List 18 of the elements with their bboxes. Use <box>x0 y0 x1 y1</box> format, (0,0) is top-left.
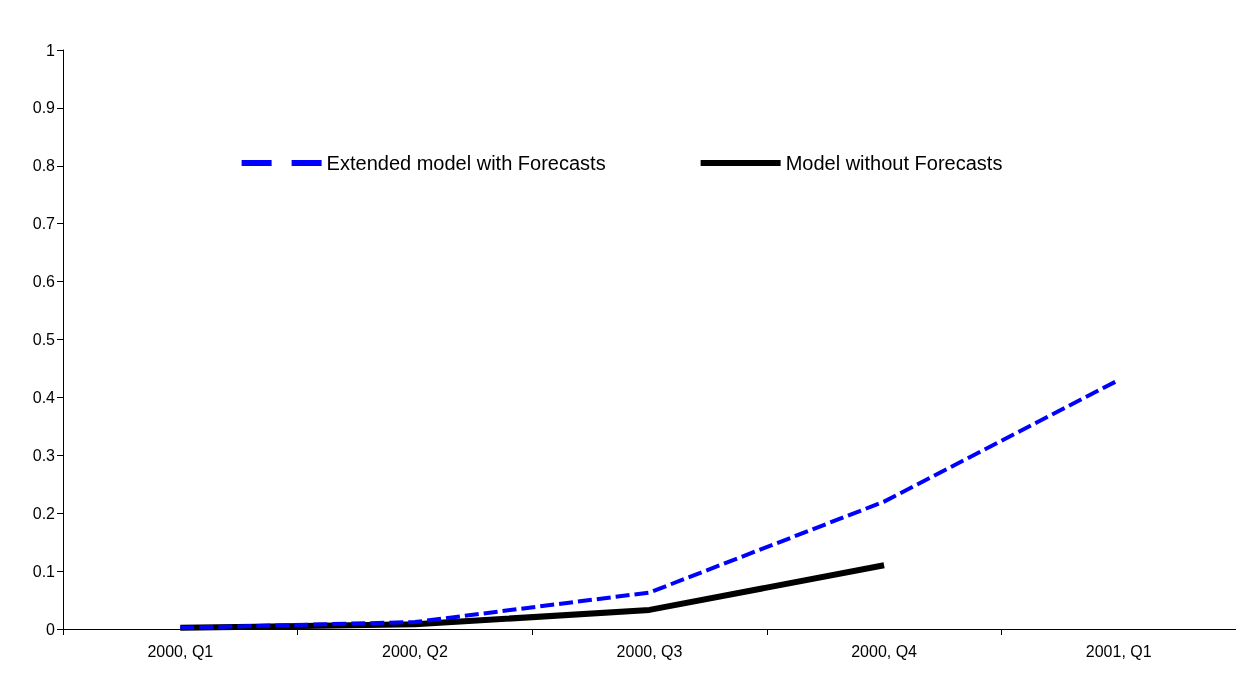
x-tick-label: 2001, Q1 <box>1085 642 1152 660</box>
legend-label: Extended model with Forecasts <box>326 152 606 174</box>
y-tick-label: 0 <box>46 620 56 638</box>
x-tick-label: 2000, Q3 <box>616 642 683 660</box>
y-tick-label: 0.6 <box>32 273 56 291</box>
y-tick-label: 0.9 <box>32 99 56 117</box>
y-tick-label: 1 <box>46 41 56 59</box>
x-tick-label: 2000, Q2 <box>381 642 448 660</box>
y-tick-label: 0.8 <box>32 157 56 175</box>
y-tick-label: 0.1 <box>32 562 56 580</box>
y-tick-label: 0.4 <box>32 388 56 406</box>
legend-label: Model without Forecasts <box>785 152 1003 174</box>
y-tick-label: 0.2 <box>32 504 56 522</box>
x-tick-label: 2000, Q1 <box>147 642 214 660</box>
y-tick-label: 0.7 <box>32 215 56 233</box>
y-tick-label: 0.5 <box>32 331 56 348</box>
y-tick-label: 0.3 <box>32 446 56 464</box>
x-tick-label: 2000, Q4 <box>851 642 918 660</box>
